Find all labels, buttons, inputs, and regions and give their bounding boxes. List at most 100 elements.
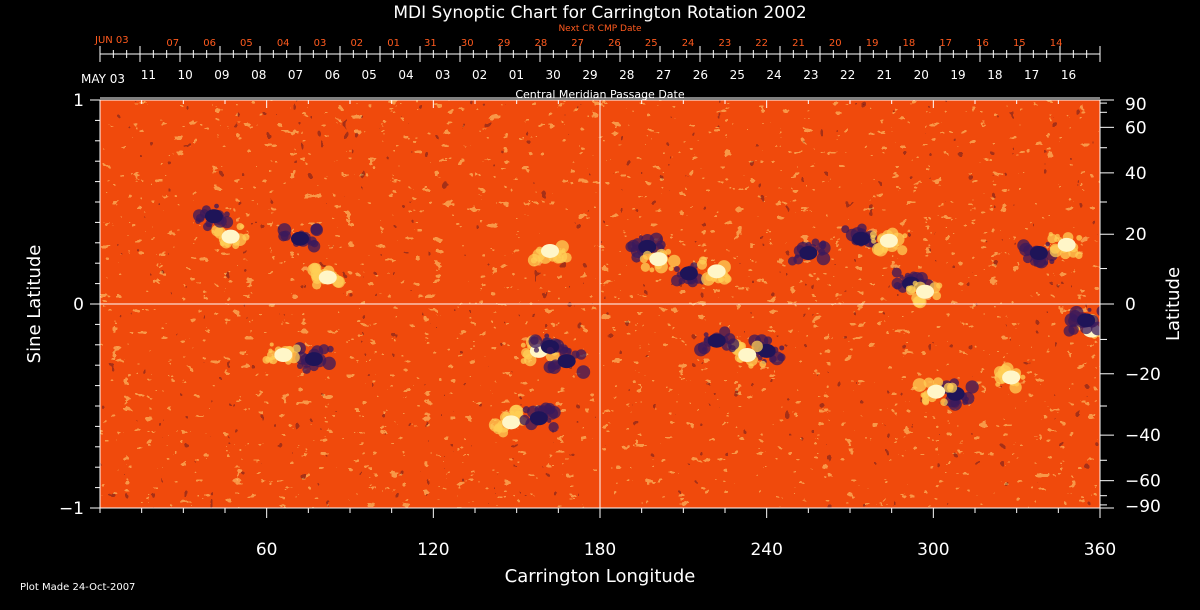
region-speck xyxy=(933,377,944,388)
x-tick-label: 60 xyxy=(256,540,278,560)
region-speck xyxy=(724,333,736,345)
next-axis-start-label: JUN 03 xyxy=(94,35,129,46)
region-speck xyxy=(1087,307,1092,312)
next-axis-label: Next CR CMP Date xyxy=(558,24,642,34)
next-axis-date-label: 21 xyxy=(792,38,805,49)
cmp-axis-date-label: 17 xyxy=(1024,68,1039,82)
region-speck xyxy=(891,267,902,278)
y-right-tick-label: 60 xyxy=(1125,118,1147,138)
cmp-axis-date-label: 20 xyxy=(914,68,929,82)
x-tick-label: 300 xyxy=(917,540,949,560)
region-speck xyxy=(547,360,561,374)
region-speck xyxy=(694,342,708,357)
x-axis: 60 120 180 240 300 360 xyxy=(99,100,1116,560)
region-speck xyxy=(540,402,552,415)
next-axis-date-label: 22 xyxy=(755,38,768,49)
cmp-axis-date-label: 24 xyxy=(766,68,781,82)
next-axis-date-label: 28 xyxy=(534,38,547,49)
region-speck xyxy=(936,282,943,289)
region-speck xyxy=(524,353,537,367)
active-region-negative xyxy=(638,239,657,254)
region-speck xyxy=(923,377,935,388)
active-region-positive xyxy=(502,415,521,430)
region-speck xyxy=(1054,233,1060,239)
region-speck xyxy=(995,381,1001,387)
region-speck xyxy=(292,344,301,353)
cmp-axis-date-label: 16 xyxy=(1061,68,1076,82)
active-region-negative xyxy=(1029,246,1048,260)
cmp-axis-date-label: 10 xyxy=(177,68,192,82)
region-speck xyxy=(1050,243,1061,254)
y-right-tick-label: 20 xyxy=(1125,225,1147,245)
next-axis-date-label: 15 xyxy=(1013,38,1026,49)
next-axis-date-label: 04 xyxy=(277,38,290,49)
cmp-axis-date-label: 26 xyxy=(693,68,708,82)
region-speck xyxy=(1045,241,1050,247)
active-region-negative xyxy=(304,352,323,367)
y-right-tick-label: 0 xyxy=(1125,295,1136,315)
region-speck xyxy=(640,262,650,272)
region-speck xyxy=(1075,251,1083,260)
y-left-tick-label: −1 xyxy=(59,499,84,519)
next-axis-date-label: 18 xyxy=(903,38,916,49)
next-axis-date-label: 19 xyxy=(866,38,879,49)
cmp-axis-date-label: 07 xyxy=(288,68,303,82)
region-speck xyxy=(793,254,804,265)
region-speck xyxy=(310,223,323,235)
region-speck xyxy=(561,252,572,263)
y-right-tick-label: 40 xyxy=(1125,164,1147,184)
y-right-tick-label: −20 xyxy=(1125,365,1161,385)
region-speck xyxy=(203,222,212,232)
region-speck xyxy=(488,418,503,432)
next-axis-date-label: 31 xyxy=(424,38,437,49)
region-speck xyxy=(224,211,230,218)
region-speck xyxy=(943,382,954,393)
y-left-tick-label: 1 xyxy=(73,91,84,111)
next-axis-date-label: 14 xyxy=(1050,38,1063,49)
cmp-axis-date-label: 30 xyxy=(546,68,561,82)
x-tick-label: 240 xyxy=(750,540,782,560)
plot-area xyxy=(99,99,1101,509)
active-region-negative xyxy=(529,411,548,426)
region-speck xyxy=(498,427,509,438)
region-speck xyxy=(906,286,916,296)
active-region-positive xyxy=(738,348,757,362)
active-region-positive xyxy=(541,243,559,258)
cmp-axis-date-label: 23 xyxy=(803,68,818,82)
cmp-axis-date-label: 01 xyxy=(509,68,524,82)
region-speck xyxy=(239,224,245,229)
region-speck xyxy=(673,266,680,272)
region-speck xyxy=(899,274,904,279)
cmp-axis-date-label: 06 xyxy=(325,68,340,82)
region-speck xyxy=(546,346,554,355)
region-speck xyxy=(698,256,708,265)
region-speck xyxy=(310,239,319,248)
next-axis-date-label: 06 xyxy=(203,38,216,49)
region-speck xyxy=(1020,374,1026,380)
region-speck xyxy=(278,230,289,242)
region-speck xyxy=(649,267,655,273)
active-region-positive xyxy=(916,284,934,299)
next-axis-date-label: 17 xyxy=(939,38,952,49)
region-speck xyxy=(759,360,767,368)
region-speck xyxy=(897,245,908,256)
cmp-axis-date-label: 08 xyxy=(251,68,266,82)
cmp-axis-start-label: MAY 03 xyxy=(81,72,125,86)
cmp-axis-date-label: 28 xyxy=(619,68,634,82)
cmp-date-axis: 11 10 09 08 07 06 05 04 03 02 01 30 29 28 27 26 25 24 23 22… xyxy=(99,54,1101,99)
active-region-negative xyxy=(852,231,871,246)
region-speck xyxy=(309,262,321,274)
y-left-axis-label: Sine Latitude xyxy=(24,245,45,364)
cmp-axis-date-label: 25 xyxy=(730,68,745,82)
x-axis-label: Carrington Longitude xyxy=(505,566,696,587)
region-speck xyxy=(1096,306,1100,317)
region-speck xyxy=(575,349,587,360)
region-speck xyxy=(302,365,311,374)
active-region-positive xyxy=(927,384,946,399)
cmp-axis-date-label: 19 xyxy=(950,68,965,82)
region-speck xyxy=(1099,318,1100,323)
region-speck xyxy=(546,418,552,423)
region-speck xyxy=(818,248,826,256)
region-speck xyxy=(902,233,908,239)
region-speck xyxy=(530,336,539,345)
